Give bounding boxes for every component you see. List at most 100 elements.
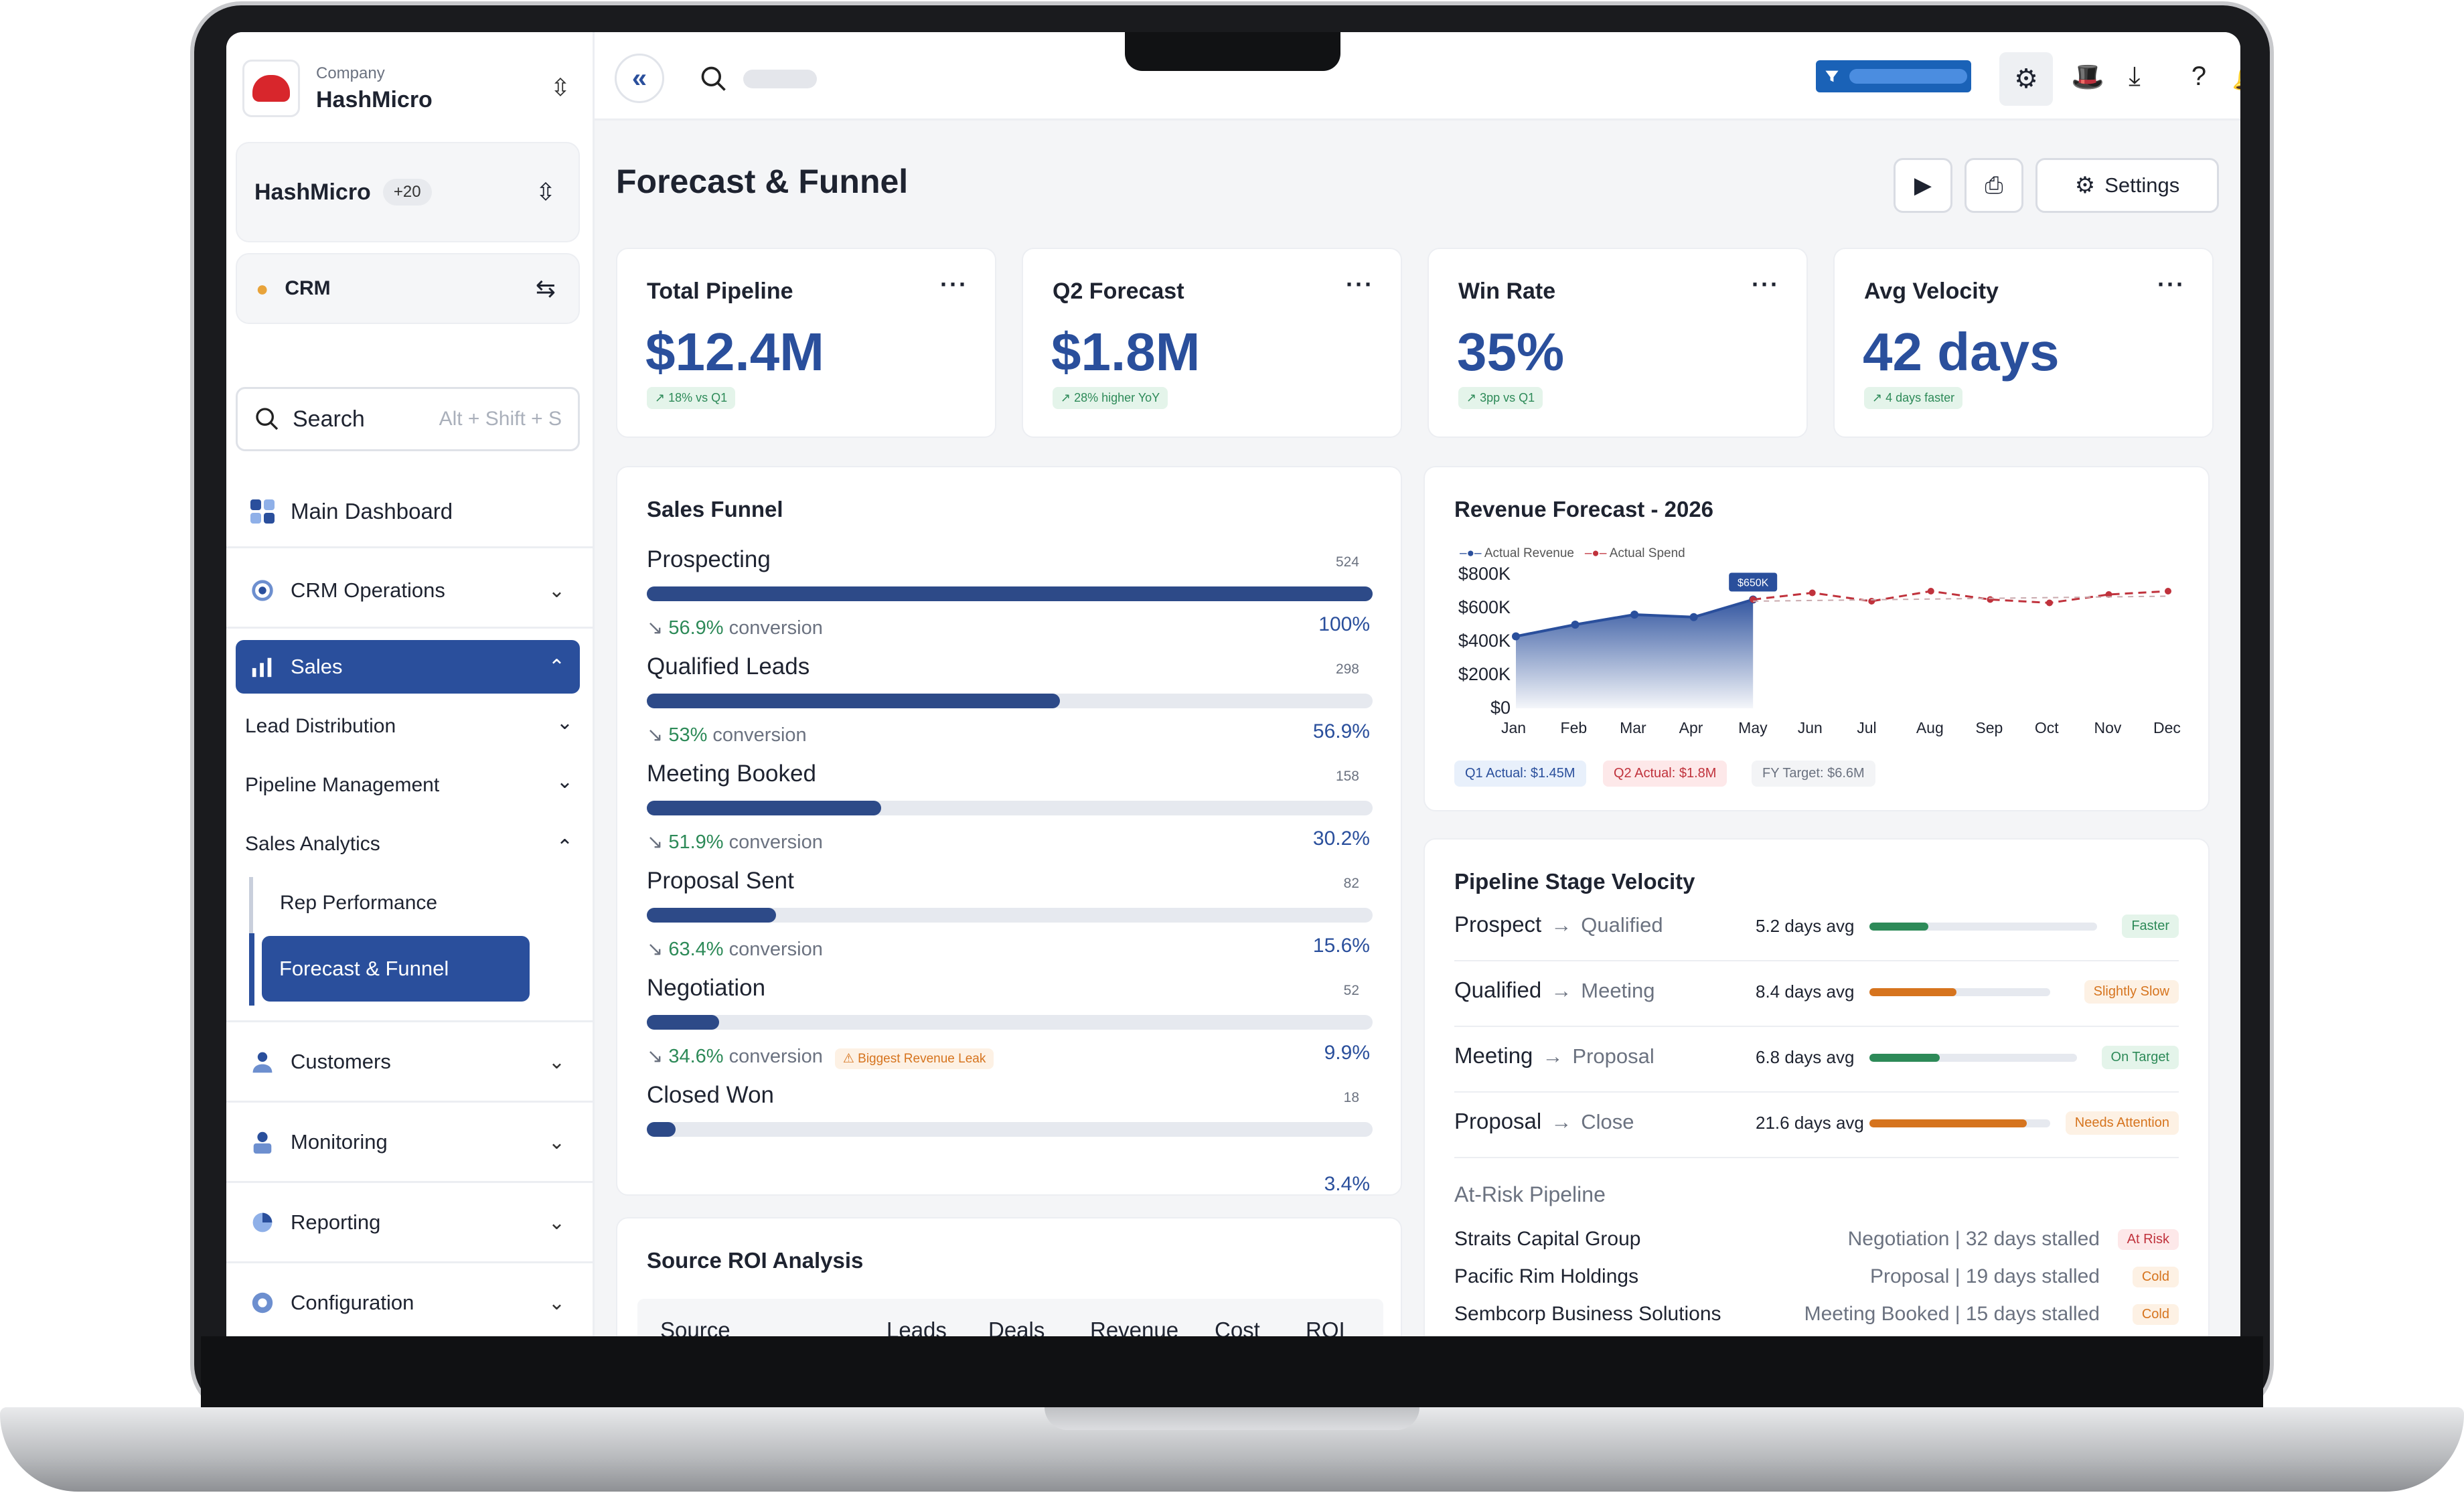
swap-icon[interactable]: ⇆ xyxy=(535,274,556,302)
app-screen: Company HashMicro ⇳ HashMicro +20 ⇳ ● CR… xyxy=(226,32,2240,1336)
sidebar-item-main-dashboard[interactable]: Main Dashboard xyxy=(236,485,580,538)
spend-point[interactable] xyxy=(2046,599,2053,607)
spend-point[interactable] xyxy=(1750,596,1757,603)
column-header-roi[interactable]: ROI xyxy=(1306,1318,1345,1336)
sidebar-item-monitoring[interactable]: Monitoring ⌄ xyxy=(236,1115,580,1169)
y-tick-label: $600K xyxy=(1458,597,1511,617)
pie-chart-icon xyxy=(249,1209,276,1236)
unfold-icon[interactable]: ⇳ xyxy=(550,74,570,101)
spend-point[interactable] xyxy=(1927,588,1934,595)
column-header-cost[interactable]: Cost xyxy=(1215,1318,1260,1336)
sidebar-item-customers[interactable]: Customers ⌄ xyxy=(236,1035,580,1089)
trend-down-icon: ↘ xyxy=(647,617,669,639)
revenue-point[interactable] xyxy=(1571,621,1580,629)
column-header-revenue[interactable]: Revenue xyxy=(1090,1318,1179,1336)
print-button[interactable]: ⎙ xyxy=(1965,158,2023,213)
more-icon[interactable]: ··· xyxy=(940,270,968,298)
sidebar-item-crm-operations[interactable]: CRM Operations ⌄ xyxy=(236,564,580,617)
revenue-point[interactable] xyxy=(1689,613,1698,621)
stage-from: Proposal xyxy=(1454,1109,1542,1133)
revenue-point[interactable] xyxy=(1512,632,1520,641)
at-risk-row[interactable]: Sembcorp Business Solutions Meeting Booke… xyxy=(1454,1303,2179,1326)
sidebar-item-forecast-funnel[interactable]: Forecast & Funnel xyxy=(262,936,530,1002)
workspace-selector[interactable]: HashMicro +20 ⇳ xyxy=(236,142,580,242)
column-header-source[interactable]: Source xyxy=(660,1318,730,1336)
sidebar-item-reporting[interactable]: Reporting ⌄ xyxy=(236,1196,580,1249)
kpi-badge: ↗ 18% vs Q1 xyxy=(647,387,736,409)
company-switcher[interactable]: Company HashMicro ⇳ xyxy=(236,51,584,126)
funnel-stage-bar-fill xyxy=(647,908,776,923)
divider xyxy=(226,1181,595,1183)
sidebar-item-pipeline-management[interactable]: Pipeline Management ⌄ xyxy=(245,771,580,797)
stage-from: Qualified xyxy=(1454,977,1542,1002)
search-icon[interactable] xyxy=(694,59,734,99)
divider xyxy=(226,546,595,548)
at-risk-status: Proposal | 19 days stalled xyxy=(1870,1265,2100,1287)
panel-title: Sales Funnel xyxy=(647,497,783,522)
spend-point[interactable] xyxy=(1808,589,1816,597)
more-icon[interactable]: ··· xyxy=(1346,270,1374,298)
conversion-label: conversion xyxy=(712,724,807,746)
more-icon[interactable]: ··· xyxy=(1752,270,1780,298)
collapse-sidebar-button[interactable]: « xyxy=(615,54,664,103)
bell-icon[interactable]: 🔔 xyxy=(2228,56,2240,96)
revenue-point[interactable] xyxy=(1630,611,1639,619)
person-icon xyxy=(249,1048,276,1075)
velocity-stage: Meeting → Proposal xyxy=(1454,1043,1654,1068)
search-shortcut: Alt + Shift + S xyxy=(439,408,562,430)
funnel-stage-bar-fill xyxy=(647,801,882,815)
legend-label-spend: Actual Spend xyxy=(1609,546,1685,560)
settings-button[interactable]: ⚙ Settings xyxy=(2035,158,2219,213)
download-icon[interactable]: ⤓ xyxy=(2129,61,2141,91)
velocity-stage: Qualified → Meeting xyxy=(1454,977,1655,1003)
spend-point[interactable] xyxy=(2105,591,2112,598)
search-input[interactable] xyxy=(743,70,817,88)
spend-point[interactable] xyxy=(1987,596,1994,603)
conversion-value: 63.4% xyxy=(668,939,724,960)
kpi-title: Total Pipeline xyxy=(647,279,793,304)
revenue-chart: $650K xyxy=(1512,572,2171,708)
laptop-base-notch xyxy=(1045,1407,1419,1430)
annotation-label: $650K xyxy=(1738,578,1769,589)
x-tick-label: Jul xyxy=(1857,719,1877,736)
divider xyxy=(226,627,595,629)
sidebar-item-sales-analytics[interactable]: Sales Analytics ⌃ xyxy=(245,833,580,858)
kpi-card-avg-velocity: Avg Velocity ··· 42 days ↗ 4 days faster xyxy=(1833,248,2214,438)
velocity-row: Meeting → Proposal 6.8 days avg On Target xyxy=(1454,1027,2179,1093)
kpi-badge: ↗ 4 days faster xyxy=(1864,387,1963,409)
present-button[interactable]: ▶ xyxy=(1894,158,1952,213)
spend-line xyxy=(1753,590,2169,605)
conversion-value: 34.6% xyxy=(668,1046,724,1067)
tree-line-active xyxy=(249,933,254,1006)
sidebar: Company HashMicro ⇳ HashMicro +20 ⇳ ● CR… xyxy=(226,32,595,1336)
conversion-label: conversion xyxy=(728,831,823,853)
kpi-card-win-rate: Win Rate ··· 35% ↗ 3pp vs Q1 xyxy=(1428,248,1808,438)
sidebar-item-lead-distribution[interactable]: Lead Distribution ⌄ xyxy=(245,712,580,738)
kpi-badge: ↗ 3pp vs Q1 xyxy=(1458,387,1543,409)
at-risk-row[interactable]: Straits Capital Group Negotiation | 32 da… xyxy=(1454,1228,2179,1251)
spend-point[interactable] xyxy=(2165,588,2171,595)
funnel-stage-percent: 15.6% xyxy=(1312,935,1370,957)
x-tick-label: Jun xyxy=(1797,719,1823,736)
funnel-stage-conversion: ↘ 53% conversion xyxy=(647,723,807,746)
sliders-icon[interactable]: ⚙ xyxy=(1999,52,2053,106)
fy-target-pill: FY Target: $6.6M xyxy=(1752,761,1875,787)
velocity-row: Proposal → Close 21.6 days avg Needs Attenti… xyxy=(1454,1093,2179,1158)
spend-point[interactable] xyxy=(1868,598,1875,605)
filter-chip[interactable] xyxy=(1816,60,1971,92)
conversion-label: conversion xyxy=(728,617,823,639)
sidebar-item-rep-performance[interactable]: Rep Performance xyxy=(280,892,437,915)
wizard-hat-icon[interactable]: 🎩 xyxy=(2071,62,2104,92)
sidebar-item-sales[interactable]: Sales ⌃ xyxy=(236,640,580,694)
module-selector[interactable]: ● CRM ⇆ xyxy=(236,253,580,324)
more-icon[interactable]: ··· xyxy=(2157,270,2185,298)
column-header-leads[interactable]: Leads xyxy=(887,1318,947,1336)
chevron-down-icon: ⌄ xyxy=(548,1131,565,1154)
sidebar-search[interactable]: Search Alt + Shift + S xyxy=(236,387,580,451)
sidebar-item-configuration[interactable]: Configuration ⌄ xyxy=(236,1276,580,1330)
chevron-down-icon: ⌄ xyxy=(548,1211,565,1234)
help-icon[interactable]: ? xyxy=(2191,61,2207,91)
velocity-bar xyxy=(1869,1054,2077,1062)
at-risk-row[interactable]: Pacific Rim Holdings Proposal | 19 days s… xyxy=(1454,1265,2179,1288)
column-header-deals[interactable]: Deals xyxy=(988,1318,1045,1336)
